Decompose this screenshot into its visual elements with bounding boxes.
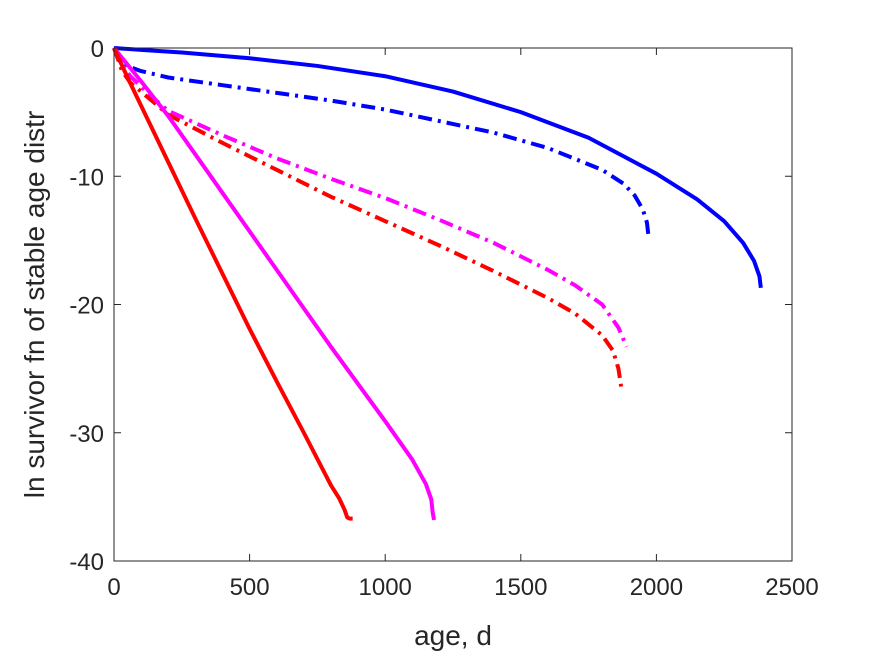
x-tick-label: 2500: [765, 574, 818, 601]
y-tick-label: -10: [69, 164, 104, 191]
series-line-1: [113, 46, 763, 289]
series-line-4: [112, 47, 624, 387]
plot-area: [114, 48, 792, 561]
y-tick-label: 0: [91, 36, 104, 63]
series-line-6: [112, 47, 353, 521]
series-line-5: [112, 46, 436, 521]
x-tick-label: 2000: [630, 574, 683, 601]
y-tick-label: -30: [69, 421, 104, 448]
series-line-2: [112, 47, 651, 235]
axes: 0 500 1000 1500 2000 2500 0 -10 -20 -30 -40: [69, 36, 818, 601]
x-tick-label: 0: [107, 574, 120, 601]
y-tick-label: -20: [69, 293, 104, 320]
plot-background: [114, 48, 792, 561]
series-layer: [112, 46, 763, 521]
x-tick-label: 1500: [494, 574, 547, 601]
series-line-3: [112, 47, 629, 348]
y-tick-label: -40: [69, 549, 104, 576]
y-axis-label: ln survivor fn of stable age distr: [19, 111, 50, 499]
x-axis-label: age, d: [414, 620, 492, 651]
x-tick-label: 1000: [359, 574, 412, 601]
x-tick-label: 500: [230, 574, 270, 601]
